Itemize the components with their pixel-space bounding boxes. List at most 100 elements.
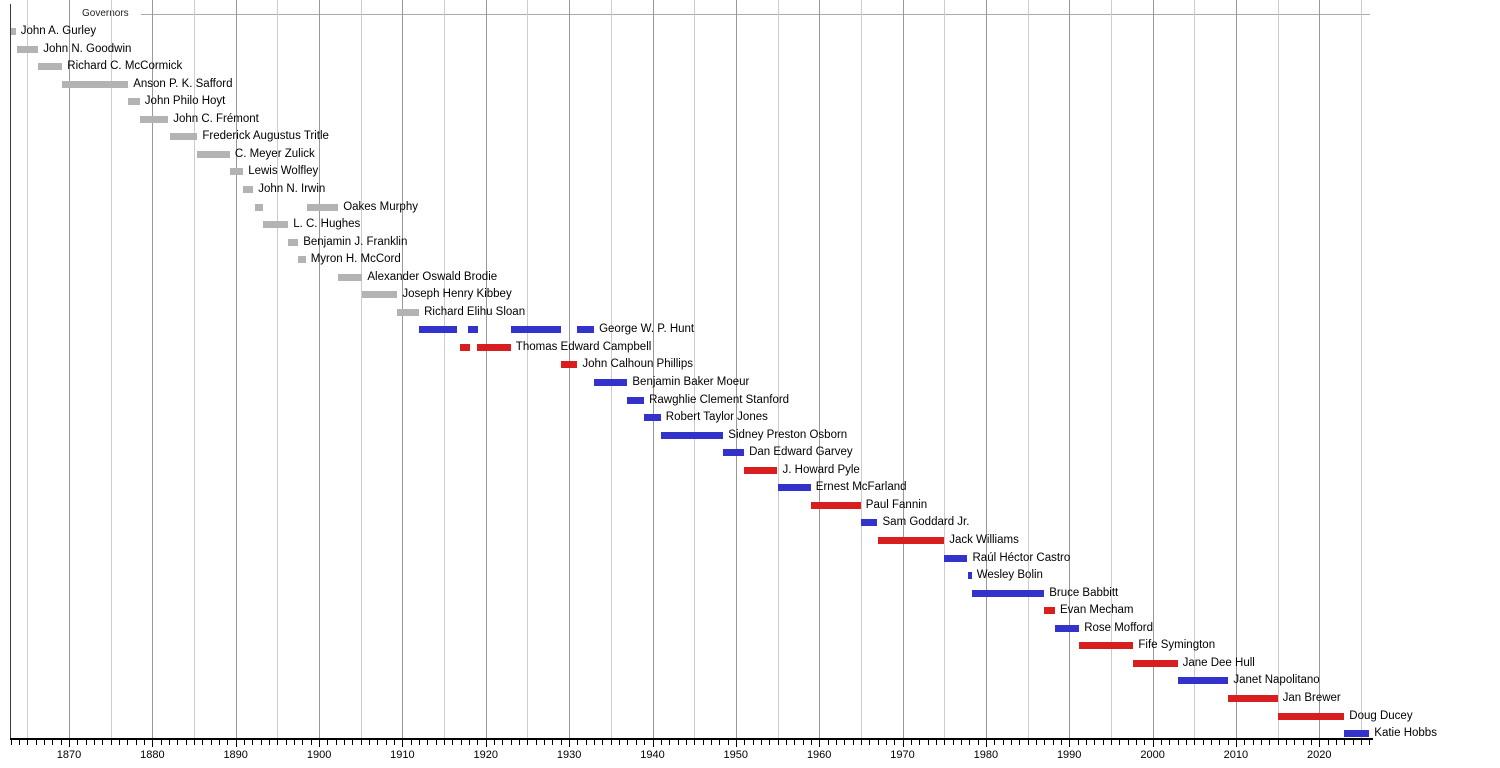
term-bar xyxy=(254,203,264,211)
governor-name: Doug Ducey xyxy=(1349,709,1413,722)
term-bar xyxy=(1228,694,1278,702)
gridline xyxy=(819,0,821,738)
term-bar xyxy=(139,115,169,123)
x-axis-tick xyxy=(810,740,812,745)
term-bar xyxy=(38,63,63,71)
x-axis-tick xyxy=(1285,740,1287,745)
term-bar xyxy=(128,98,140,106)
term-bar xyxy=(944,554,968,562)
x-axis-tick xyxy=(1294,740,1296,745)
governor-name: Myron H. McCord xyxy=(310,253,401,266)
x-axis-tick xyxy=(635,740,637,745)
x-axis-tick xyxy=(585,740,587,745)
governor-name: Jan Brewer xyxy=(1282,691,1341,704)
x-axis-tick-label: 1950 xyxy=(723,749,749,761)
x-axis-tick xyxy=(1152,740,1154,747)
x-axis-tick xyxy=(552,740,554,745)
x-axis-tick-label: 1980 xyxy=(973,749,999,761)
x-axis-tick xyxy=(827,740,829,745)
x-axis-tick xyxy=(510,740,512,745)
x-axis-tick xyxy=(594,740,596,745)
x-axis-tick xyxy=(894,740,896,745)
x-axis-tick xyxy=(110,740,112,745)
x-axis-tick xyxy=(285,740,287,745)
x-axis-tick xyxy=(419,740,421,745)
x-axis-tick-label: 1880 xyxy=(140,749,165,761)
governor-name: John Calhoun Phillips xyxy=(582,358,693,371)
x-axis-tick xyxy=(1310,740,1312,745)
x-axis-tick xyxy=(152,740,154,747)
governor-name: Alexander Oswald Brodie xyxy=(367,270,498,283)
gridline xyxy=(194,0,195,738)
gridline xyxy=(1069,0,1071,738)
x-axis-tick xyxy=(369,740,371,745)
governor-name: Richard Elihu Sloan xyxy=(424,305,526,318)
x-axis-tick xyxy=(319,740,321,747)
x-axis-tick xyxy=(227,740,229,745)
gridline xyxy=(944,0,946,738)
term-bar xyxy=(594,379,628,386)
x-axis-tick xyxy=(569,740,571,747)
x-axis-tick xyxy=(969,740,971,745)
x-axis-tick xyxy=(444,740,446,745)
gridline xyxy=(777,0,779,738)
x-axis-tick xyxy=(860,740,862,745)
x-axis-tick xyxy=(1127,740,1129,745)
governor-name: Rose Mofford xyxy=(1084,621,1154,634)
x-axis-tick xyxy=(652,740,654,747)
x-axis-tick xyxy=(27,740,29,745)
x-axis-tick xyxy=(544,740,546,745)
gridline xyxy=(152,0,154,738)
x-axis-tick xyxy=(310,740,312,745)
gridline xyxy=(569,0,571,738)
x-axis-tick xyxy=(1194,740,1196,745)
x-axis-tick xyxy=(794,740,796,745)
governor-name: Katie Hobbs xyxy=(1374,727,1437,739)
term-bar xyxy=(1344,730,1370,737)
x-axis-tick xyxy=(1185,740,1187,745)
governor-name: Dan Edward Garvey xyxy=(749,446,853,459)
term-bar xyxy=(627,396,645,404)
x-axis-tick xyxy=(644,740,646,745)
x-axis-tick xyxy=(669,740,671,745)
term-bar xyxy=(1133,659,1178,667)
term-bar xyxy=(877,537,945,544)
x-axis-tick xyxy=(1069,740,1071,747)
x-axis-tick xyxy=(835,740,837,745)
x-axis-tick xyxy=(1202,740,1204,745)
x-axis-tick xyxy=(469,740,471,745)
x-axis-tick xyxy=(1244,740,1246,745)
x-axis-tick xyxy=(1010,740,1012,745)
x-axis-tick xyxy=(477,740,479,745)
x-axis-tick xyxy=(1177,740,1179,745)
x-axis-tick xyxy=(1119,740,1121,745)
x-axis-tick xyxy=(777,740,779,745)
x-axis-tick xyxy=(910,740,912,745)
x-axis-tick xyxy=(344,740,346,745)
x-axis-tick-label: 1870 xyxy=(56,749,82,761)
x-axis-tick-label: 1920 xyxy=(473,749,499,761)
x-axis-tick xyxy=(985,740,987,747)
term-bar xyxy=(397,308,420,316)
x-axis-tick xyxy=(360,740,362,745)
governor-name: Benjamin Baker Moeur xyxy=(632,376,750,388)
x-axis-tick xyxy=(202,740,204,745)
governor-name: Sam Goddard Jr. xyxy=(882,516,970,529)
gridline xyxy=(1194,0,1196,738)
x-axis-tick xyxy=(819,740,821,747)
x-axis-tick xyxy=(702,740,704,745)
governor-name: J. Howard Pyle xyxy=(782,463,860,476)
governor-name: Paul Fannin xyxy=(865,498,928,511)
x-axis-tick xyxy=(627,740,629,745)
term-bar xyxy=(560,361,578,369)
gridline xyxy=(1319,0,1321,738)
governor-name: Ernest McFarland xyxy=(815,481,907,494)
x-axis-tick xyxy=(802,740,804,745)
x-axis-tick xyxy=(619,740,621,745)
x-axis-tick xyxy=(19,740,20,745)
x-axis-tick xyxy=(402,740,404,747)
x-axis-tick xyxy=(727,740,729,745)
gridline xyxy=(694,0,696,738)
x-axis-tick xyxy=(10,740,12,745)
x-axis-tick xyxy=(452,740,454,745)
